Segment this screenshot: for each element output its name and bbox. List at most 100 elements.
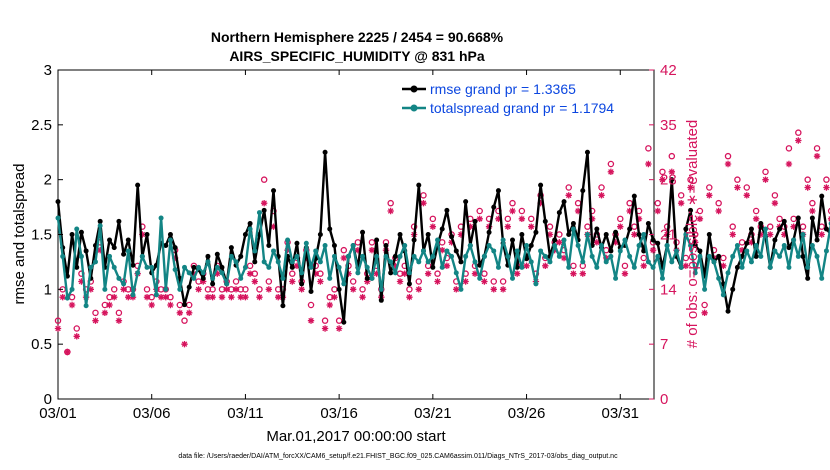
totalspread-point [645, 259, 651, 265]
obs-possible-point [766, 223, 774, 230]
totalspread-point [697, 253, 703, 259]
obs-evaluated-point [340, 254, 348, 262]
obs-possible-point [260, 176, 268, 183]
rmse-point [463, 199, 469, 205]
obs-possible-point [677, 192, 685, 199]
totalspread-point [519, 264, 525, 270]
obs-evaluated-point [687, 184, 694, 191]
rmse-point [795, 215, 801, 221]
totalspread-point [622, 237, 628, 243]
rmse-point [477, 262, 483, 268]
obs-evaluated-point [518, 215, 526, 223]
rmse-point [491, 204, 497, 210]
rmse-point [533, 229, 539, 235]
totalspread-point [449, 253, 455, 259]
obs-possible-point [504, 215, 512, 223]
obs-evaluated-point [73, 333, 80, 340]
totalspread-point [242, 264, 248, 270]
obs-possible-point [790, 215, 797, 223]
rmse-point [430, 264, 436, 270]
totalspread-point [613, 275, 619, 281]
totalspread-point [608, 253, 614, 259]
rmse-point [125, 237, 131, 243]
obs-evaluated-point [743, 192, 750, 199]
rmse-point [627, 226, 633, 232]
obs-evaluated-point [701, 309, 708, 317]
totalspread-point [477, 275, 483, 281]
totalspread-point [435, 237, 441, 243]
totalspread-point [200, 270, 206, 276]
totalspread-point [589, 253, 595, 259]
y2-axis-label: # of obs: o=possible; ∗=evaluated [684, 120, 701, 349]
totalspread-point [472, 259, 478, 265]
obs-evaluated-point [762, 176, 769, 183]
totalspread-point [636, 242, 642, 248]
obs-evaluated-point [373, 270, 380, 277]
obs-evaluated-point [396, 278, 404, 285]
obs-evaluated-point [242, 293, 249, 301]
obs-possible-point [734, 176, 741, 183]
totalspread-point [744, 248, 750, 254]
obs-evaluated-point [218, 293, 226, 301]
obs-possible-point [349, 278, 357, 285]
rmse-point [289, 264, 295, 270]
rmse-point [636, 232, 642, 237]
obs-evaluated-point [87, 286, 94, 293]
y2-tick-label: 35 [660, 117, 677, 134]
y2-tick-label: 28 [660, 172, 677, 189]
totalspread-point [767, 264, 773, 270]
totalspread-point [528, 259, 534, 265]
obs-possible-point [110, 286, 118, 293]
x-tick-label: 03/31 [601, 405, 639, 422]
obs-evaluated-point [495, 215, 502, 223]
rmse-point [819, 193, 825, 199]
rmse-point [425, 232, 431, 237]
obs-evaluated-point [490, 286, 497, 293]
totalspread-point [177, 286, 183, 292]
totalspread-point [294, 253, 300, 259]
rmse-point [538, 182, 544, 188]
y-tick-label: 3 [44, 62, 52, 79]
obs-evaluated-point [195, 286, 202, 293]
obs-evaluated-point [528, 223, 535, 230]
totalspread-point [130, 292, 136, 298]
totalspread-point [702, 286, 708, 292]
totalspread-point [580, 259, 586, 265]
obs-possible-point [232, 278, 240, 285]
totalspread-point [748, 259, 754, 265]
totalspread-point [331, 253, 337, 259]
rmse-point [566, 232, 572, 237]
obs-possible-point [701, 301, 708, 309]
rmse-point [97, 218, 103, 224]
totalspread-point [167, 237, 173, 243]
totalspread-point [83, 303, 89, 309]
obs-evaluated-point [523, 262, 530, 270]
obs-evaluated-point [204, 293, 212, 301]
obs-evaluated-point [767, 231, 774, 238]
obs-evaluated-point [654, 207, 661, 215]
obs-possible-point [598, 184, 605, 191]
obs-evaluated-point [809, 207, 816, 215]
totalspread-point [650, 264, 656, 270]
rmse-point [758, 221, 764, 227]
obs-evaluated-point [570, 270, 577, 277]
totalspread-point [233, 259, 239, 265]
rmse-point [172, 245, 178, 251]
obs-possible-point [570, 262, 577, 270]
obs-evaluated-point [804, 184, 811, 191]
totalspread-point [308, 264, 314, 270]
rmse-point [144, 232, 150, 237]
rmse-point [299, 281, 305, 287]
obs-evaluated-point [649, 246, 657, 254]
obs-evaluated-point [677, 199, 685, 207]
rmse-point [322, 149, 328, 155]
obs-evaluated-point [260, 199, 268, 207]
totalspread-point [116, 275, 122, 281]
y-tick-label: 0 [44, 391, 52, 408]
totalspread-point [102, 286, 108, 292]
obs-possible-point [387, 199, 394, 207]
obs-possible-point [668, 152, 676, 160]
obs-evaluated-point [246, 270, 254, 277]
obs-evaluated-point [111, 293, 118, 301]
obs-evaluated-point [481, 278, 488, 285]
